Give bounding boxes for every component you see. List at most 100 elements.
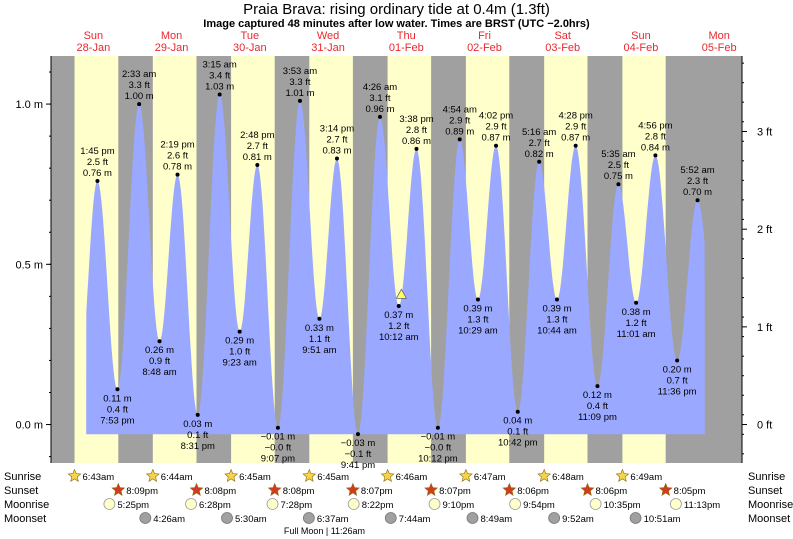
tide-area — [86, 94, 705, 435]
moonset-icon — [302, 512, 315, 524]
tide-time-label: 4:26 am — [363, 82, 397, 93]
day-label-dow: Tue — [241, 30, 260, 42]
tide-time-label: 11:01 am — [617, 329, 656, 340]
chart-title: Praia Brava: rising ordinary tide at 0.4… — [243, 1, 550, 18]
day-label-dow: Wed — [317, 30, 339, 42]
sunset-icon — [424, 482, 439, 496]
tide-extreme-dot — [195, 412, 200, 417]
sunset-time: 8:07pm — [439, 486, 471, 497]
tide-m-label: 0.12 m — [583, 390, 612, 401]
tide-time-label: 2:48 pm — [240, 130, 274, 141]
tide-time-label: 8:31 pm — [181, 441, 215, 452]
tide-m-label: 0.26 m — [145, 345, 174, 356]
moonset-icon — [221, 512, 233, 524]
sunrise-icon — [67, 468, 82, 482]
tide-time-label: 2:19 pm — [160, 140, 194, 151]
tide-extreme-dot — [115, 387, 120, 392]
day-label-date: 04-Feb — [624, 42, 659, 54]
tide-extreme-dot — [297, 98, 302, 103]
tide-time-label: 10:12 pm — [418, 454, 458, 465]
tide-m-label: 0.96 m — [365, 104, 394, 115]
day-label-dow: Sun — [84, 30, 104, 42]
tide-time-label: 5:35 am — [601, 149, 635, 160]
tide-ft-label: −0.0 ft — [265, 443, 292, 454]
moonset-time: 4:26am — [153, 514, 185, 525]
tide-extreme-dot — [414, 146, 419, 151]
right-tick-label: 2 ft — [757, 224, 772, 236]
tide-ft-label: 1.1 ft — [309, 334, 330, 345]
tide-time-label: 7:53 pm — [100, 415, 134, 426]
tide-extreme-dot — [95, 178, 100, 183]
tide-m-label: 1.01 m — [285, 88, 314, 99]
tide-ft-label: 1.2 ft — [626, 318, 647, 329]
tide-m-label: 0.78 m — [163, 162, 192, 173]
day-label-dow: Sun — [631, 30, 651, 42]
moonset-icon — [384, 512, 397, 524]
sunset-icon — [267, 482, 282, 496]
day-label-date: 01-Feb — [389, 42, 424, 54]
tide-time-label: 3:53 am — [283, 66, 317, 77]
sunrise-icon — [145, 468, 160, 482]
left-tick-label: 0.0 m — [15, 420, 43, 432]
moonset-icon — [548, 512, 561, 524]
tide-extreme-dot — [675, 358, 680, 363]
tide-ft-label: 3.1 ft — [369, 93, 390, 104]
tide-extreme-dot — [634, 300, 639, 305]
moonset-time: 10:51am — [644, 514, 681, 525]
sunset-time: 8:07pm — [361, 486, 393, 497]
tide-time-label: 10:12 am — [379, 332, 419, 343]
tide-extreme-dot — [396, 303, 401, 308]
day-label-dow: Sat — [554, 30, 571, 42]
sunset-time: 8:06pm — [596, 486, 628, 497]
sunrise-icon — [380, 468, 395, 482]
moonset-time: 8:49am — [480, 514, 512, 525]
tide-m-label: 0.75 m — [604, 171, 633, 182]
row-label-left-moonset: Moonset — [4, 513, 46, 525]
tide-ft-label: 2.5 ft — [87, 157, 108, 168]
moonrise-time: 11:13pm — [684, 500, 720, 511]
tide-time-label: 10:42 pm — [498, 438, 538, 449]
day-label-date: 30-Jan — [233, 42, 267, 54]
tide-extreme-dot — [537, 159, 542, 164]
tide-m-label: 0.39 m — [542, 304, 571, 315]
tide-time-label: 10:44 am — [537, 326, 577, 337]
sunrise-time: 6:44am — [161, 472, 193, 483]
moonrise-time: 8:22pm — [362, 500, 394, 511]
sunrise-time: 6:48am — [552, 472, 584, 483]
day-label-date: 03-Feb — [545, 42, 580, 54]
tide-m-label: 0.37 m — [384, 310, 413, 321]
tide-m-label: 0.33 m — [305, 323, 334, 334]
moonrise-icon — [266, 498, 279, 510]
day-label-date: 05-Feb — [702, 42, 737, 54]
tide-ft-label: 3.3 ft — [289, 77, 310, 88]
tide-m-label: 0.03 m — [183, 419, 212, 430]
tide-curve — [86, 94, 705, 435]
tide-extreme-dot — [695, 198, 700, 203]
day-label-dow: Mon — [708, 30, 729, 42]
tide-ft-label: 0.4 ft — [587, 401, 608, 412]
tide-m-label: 0.39 m — [463, 304, 492, 315]
tide-ft-label: −0.0 ft — [425, 443, 452, 454]
current-tide-marker — [395, 288, 408, 299]
tide-extreme-dot — [457, 137, 462, 142]
moonrise-time: 6:28pm — [199, 500, 231, 511]
sunrise-icon — [302, 468, 317, 482]
right-tick-label: 3 ft — [757, 127, 772, 139]
right-tick-label: 0 ft — [757, 420, 772, 432]
sunrise-time: 6:45am — [239, 472, 271, 483]
row-label-left-sunset: Sunset — [4, 485, 38, 497]
tide-ft-label: 2.5 ft — [608, 160, 629, 171]
sunrise-time: 6:47am — [474, 472, 506, 483]
tide-m-label: −0.01 m — [261, 432, 296, 443]
tide-ft-label: 2.9 ft — [485, 122, 506, 133]
tide-m-label: 0.76 m — [83, 168, 112, 179]
moonset-time: 6:37am — [317, 514, 349, 525]
moonrise-icon — [589, 498, 602, 510]
tide-m-label: 0.89 m — [445, 126, 474, 137]
tide-m-label: 0.04 m — [503, 416, 532, 427]
sunrise-icon — [458, 468, 473, 482]
tide-m-label: 1.03 m — [205, 81, 234, 92]
tide-time-label: 10:29 am — [458, 326, 498, 337]
tide-time-label: 4:02 pm — [479, 111, 513, 122]
day-label-dow: Mon — [161, 30, 182, 42]
